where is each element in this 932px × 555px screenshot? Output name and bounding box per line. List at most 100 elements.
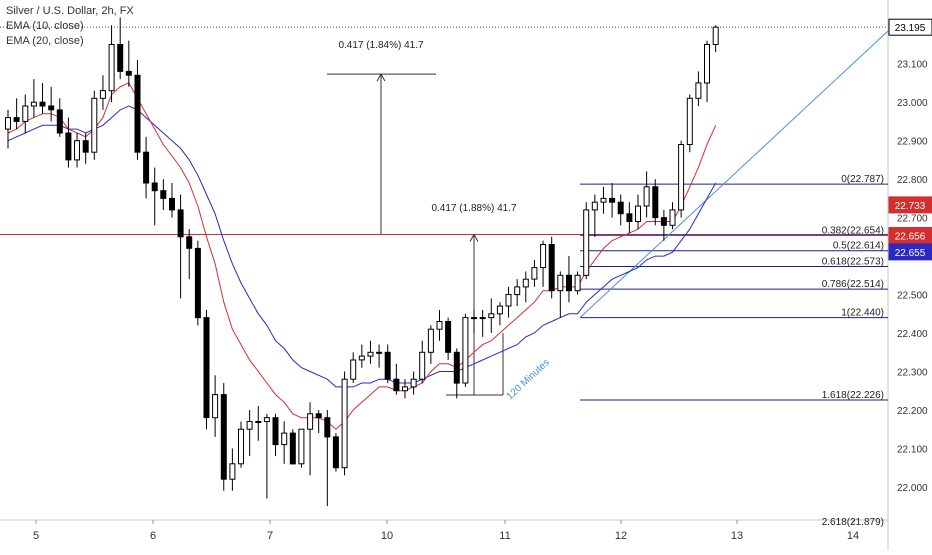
y-tick-label: 22.900 bbox=[897, 137, 928, 148]
x-tick-label: 13 bbox=[731, 530, 743, 542]
candle-body-up bbox=[246, 421, 253, 430]
x-tick-label: 10 bbox=[381, 530, 393, 542]
candle-body-up bbox=[514, 286, 521, 296]
candle-body-down bbox=[82, 140, 89, 153]
fib-level-label: 0.618(22.573) bbox=[822, 256, 884, 267]
candle-body-up bbox=[678, 144, 685, 211]
candle-body-down bbox=[393, 378, 400, 392]
candle-body-up bbox=[402, 386, 408, 392]
candle-body-down bbox=[609, 197, 616, 203]
candle-body-up bbox=[30, 101, 37, 107]
measure-arrow-head bbox=[469, 233, 479, 242]
candle-body-up bbox=[686, 97, 693, 146]
fib-level-label: 0(22.787) bbox=[841, 174, 884, 185]
candle-body-up bbox=[255, 421, 262, 423]
candle-body-up bbox=[427, 328, 434, 353]
candle-body-up bbox=[341, 378, 348, 469]
candle-body-down bbox=[151, 182, 158, 192]
x-tick-label: 5 bbox=[33, 530, 39, 542]
y-tick-label: 23.000 bbox=[897, 98, 928, 109]
candle-body-down bbox=[315, 413, 322, 419]
candle-body-down bbox=[617, 201, 624, 215]
candle-body-up bbox=[479, 317, 486, 320]
candle-body-down bbox=[289, 432, 296, 465]
candle-body-up bbox=[281, 432, 288, 446]
candle-body-down bbox=[453, 351, 460, 384]
trendline bbox=[579, 30, 889, 318]
x-tick-label: 6 bbox=[150, 530, 156, 542]
candle-body-up bbox=[263, 417, 270, 423]
fib-level-label: 0.382(22.654) bbox=[822, 225, 884, 236]
candle-body-up bbox=[99, 90, 106, 99]
fib-level-label: 0.786(22.514) bbox=[822, 279, 884, 290]
candle-body-up bbox=[108, 44, 115, 92]
candle-body-up bbox=[229, 463, 236, 480]
candle-body-down bbox=[56, 109, 63, 134]
candle-body-down bbox=[194, 247, 201, 319]
candle-body-up bbox=[22, 105, 29, 122]
y-tick-label: 22.200 bbox=[897, 406, 928, 417]
candle-body-up bbox=[531, 267, 538, 280]
candle-body-down bbox=[134, 74, 141, 153]
candle-body-up bbox=[522, 278, 529, 288]
candle-body-up bbox=[712, 26, 719, 45]
candle-body-down bbox=[13, 117, 20, 122]
candle-body-down bbox=[177, 209, 184, 238]
candle-body-up bbox=[505, 294, 512, 307]
candle-body-up bbox=[471, 317, 477, 320]
price-badge bbox=[888, 243, 932, 261]
candle-body-down bbox=[652, 186, 659, 219]
candle-body-up bbox=[376, 351, 383, 354]
candle-body-down bbox=[143, 151, 150, 184]
price-badge bbox=[888, 196, 932, 214]
price-badge-label: 22.733 bbox=[895, 201, 926, 212]
price-badge-label: 22.655 bbox=[895, 248, 926, 259]
legend-ema10[interactable]: EMA (10, close) bbox=[6, 20, 84, 32]
price-badge bbox=[888, 18, 932, 36]
y-tick-label: 22.100 bbox=[897, 444, 928, 455]
legend-ema20[interactable]: EMA (20, close) bbox=[6, 35, 84, 47]
candle-body-up bbox=[212, 394, 219, 419]
candle-body-down bbox=[332, 436, 339, 469]
candle-body-down bbox=[660, 217, 667, 226]
candle-body-down bbox=[39, 101, 46, 107]
y-tick-label: 23.100 bbox=[897, 60, 928, 71]
fib-level-label: 1(22.440) bbox=[841, 308, 884, 319]
y-tick-label: 22.000 bbox=[897, 483, 928, 494]
candle-body-up bbox=[635, 205, 641, 223]
y-tick-label: 22.700 bbox=[897, 214, 928, 225]
candle-body-down bbox=[548, 244, 555, 292]
candle-body-up bbox=[419, 351, 426, 380]
ema10-line bbox=[7, 82, 717, 430]
candle-body-up bbox=[600, 197, 607, 203]
candle-body-down bbox=[65, 132, 72, 161]
candle-body-up bbox=[540, 244, 547, 269]
legend-symbol[interactable]: Silver / U.S. Dollar, 2h, FX bbox=[6, 5, 134, 17]
candle-body-down bbox=[324, 417, 331, 438]
candle-body-down bbox=[384, 351, 391, 380]
candle-body-down bbox=[48, 105, 55, 111]
price-badge-label: 23.195 bbox=[895, 23, 926, 34]
candle-body-up bbox=[74, 140, 80, 161]
measure-label: 0.417 (1.84%) 41.7 bbox=[338, 40, 423, 51]
x-tick-label: 7 bbox=[267, 530, 273, 542]
candle-body-up bbox=[5, 117, 11, 130]
candle-body-up bbox=[488, 313, 495, 319]
candle-body-up bbox=[574, 274, 581, 292]
candle-body-down bbox=[626, 213, 633, 223]
fib-level-label: 2.618(21.879) bbox=[822, 517, 884, 528]
y-tick-label: 22.300 bbox=[897, 367, 928, 378]
candle-body-down bbox=[125, 70, 132, 76]
candle-body-down bbox=[566, 274, 572, 292]
candle-body-up bbox=[436, 321, 443, 330]
candle-body-up bbox=[91, 97, 98, 153]
y-tick-label: 22.800 bbox=[897, 175, 928, 186]
candle-body-up bbox=[307, 413, 314, 430]
measure-label: 0.417 (1.88%) 41.7 bbox=[431, 203, 516, 214]
candle-body-up bbox=[643, 186, 650, 207]
candle-body-up bbox=[350, 359, 357, 380]
candle-body-up bbox=[410, 378, 417, 388]
candle-body-up bbox=[496, 305, 503, 315]
